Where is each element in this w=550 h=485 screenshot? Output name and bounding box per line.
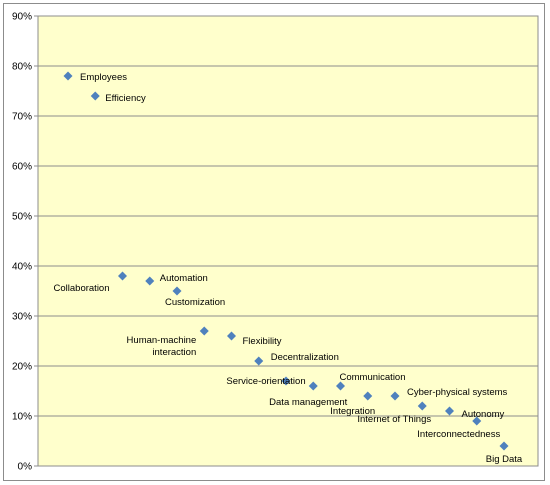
data-point	[281, 376, 291, 386]
y-tick-label: 60%	[12, 162, 32, 173]
data-point	[472, 416, 482, 426]
data-point	[363, 391, 373, 401]
data-point	[336, 381, 345, 391]
data-label: Interconnectedness	[417, 429, 500, 440]
data-point	[417, 401, 427, 411]
y-tick-label: 20%	[12, 362, 32, 373]
plot-area	[37, 15, 539, 467]
data-point	[145, 276, 155, 286]
data-label: Flexibility	[243, 336, 282, 347]
data-label: Human-machine interaction	[127, 335, 197, 358]
data-markers	[63, 71, 509, 451]
data-point	[254, 356, 264, 366]
data-label: Collaboration	[54, 283, 110, 294]
data-label: Cyber-physical systems	[407, 387, 508, 398]
data-label: Decentralization	[271, 352, 339, 363]
data-point	[199, 326, 209, 336]
data-label: Autonomy	[462, 409, 505, 420]
data-label: Customization	[165, 297, 225, 308]
y-tick-label: 80%	[12, 62, 32, 73]
data-point	[445, 406, 454, 416]
data-label: Big Data	[486, 454, 523, 465]
data-label: Employees	[80, 72, 127, 83]
data-point	[90, 91, 100, 101]
data-label: Efficiency	[105, 93, 146, 104]
data-point	[118, 271, 127, 281]
data-label: Service-orientation	[226, 376, 305, 387]
y-tick-label: 90%	[12, 12, 32, 23]
data-label: Internet of Things	[357, 414, 431, 425]
data-labels: Employees Efficiency Collaboration Automati…	[54, 72, 523, 465]
y-tick-label: 40%	[12, 262, 32, 273]
y-tick-label: 70%	[12, 112, 32, 123]
data-point	[172, 286, 182, 296]
data-label: Integration	[330, 406, 375, 417]
data-point	[227, 331, 236, 341]
y-tick-label: 10%	[12, 412, 32, 423]
data-label: Data management	[269, 397, 348, 408]
data-label: Automation	[160, 273, 208, 284]
data-point	[63, 71, 73, 81]
y-tick-label: 30%	[12, 312, 32, 323]
y-tick-label: 50%	[12, 212, 32, 223]
data-point	[499, 441, 509, 451]
y-tick-label: 0%	[18, 462, 33, 473]
y-axis-ticks: 0% 10% 20% 30% 40% 50% 60% 70% 80% 90%	[12, 12, 38, 473]
data-label: Communication	[340, 372, 406, 383]
data-point	[390, 391, 400, 401]
data-point	[308, 381, 318, 391]
gridlines	[38, 65, 538, 417]
